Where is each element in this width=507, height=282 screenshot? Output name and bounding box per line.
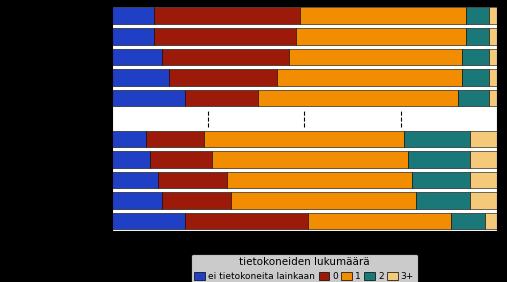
Bar <box>258 89 458 106</box>
Bar <box>466 8 489 24</box>
Bar <box>489 8 497 24</box>
Bar <box>405 131 470 147</box>
Bar <box>462 69 489 86</box>
Bar <box>162 49 289 65</box>
Bar <box>146 131 204 147</box>
Bar <box>204 131 405 147</box>
Bar <box>489 49 497 65</box>
Bar <box>408 151 470 168</box>
Bar <box>150 151 212 168</box>
Bar <box>112 110 497 127</box>
Bar <box>169 69 277 86</box>
Bar <box>289 49 462 65</box>
Bar <box>112 131 146 147</box>
Bar <box>489 28 497 45</box>
Bar <box>112 28 154 45</box>
Bar <box>300 8 466 24</box>
Legend: ei tietokoneita lainkaan, 0, 1, 2, 3+: ei tietokoneita lainkaan, 0, 1, 2, 3+ <box>191 254 417 282</box>
Bar <box>112 8 154 24</box>
Bar <box>462 49 489 65</box>
Bar <box>489 89 497 106</box>
Bar <box>470 131 497 147</box>
Bar <box>212 151 408 168</box>
Bar <box>451 213 485 229</box>
Bar <box>112 49 162 65</box>
Bar <box>185 89 258 106</box>
Bar <box>470 192 497 209</box>
Bar <box>112 69 169 86</box>
Bar <box>277 69 462 86</box>
Bar <box>297 28 466 45</box>
Bar <box>470 171 497 188</box>
Bar <box>112 213 185 229</box>
Bar <box>158 171 227 188</box>
Bar <box>412 171 470 188</box>
Bar <box>489 69 497 86</box>
Bar <box>185 213 308 229</box>
Bar <box>416 192 470 209</box>
Bar <box>485 213 497 229</box>
Bar <box>112 89 185 106</box>
Bar <box>227 171 412 188</box>
Bar <box>112 192 162 209</box>
Bar <box>470 151 497 168</box>
Bar <box>112 171 158 188</box>
Bar <box>154 28 297 45</box>
Bar <box>458 89 489 106</box>
Bar <box>162 192 231 209</box>
Bar <box>231 192 416 209</box>
Bar <box>154 8 300 24</box>
Bar <box>308 213 451 229</box>
Bar <box>466 28 489 45</box>
Bar <box>112 151 150 168</box>
